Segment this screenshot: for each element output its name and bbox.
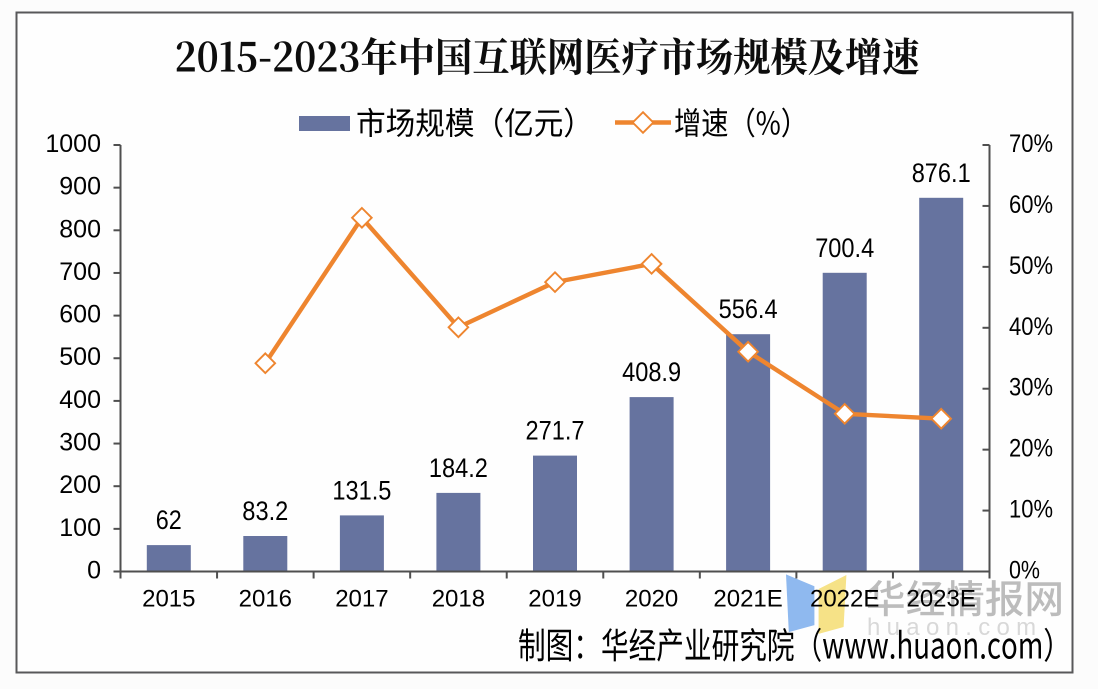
svg-text:20%: 20%	[1009, 435, 1053, 463]
svg-text:83.2: 83.2	[242, 496, 288, 526]
svg-text:2016: 2016	[239, 586, 292, 613]
svg-text:500: 500	[59, 343, 101, 371]
svg-text:800: 800	[59, 215, 101, 243]
svg-text:70%: 70%	[1009, 130, 1053, 158]
svg-text:131.5: 131.5	[332, 475, 391, 505]
svg-text:700: 700	[59, 258, 101, 286]
svg-text:900: 900	[59, 173, 101, 201]
svg-text:556.4: 556.4	[719, 294, 778, 324]
svg-text:62: 62	[156, 505, 182, 535]
svg-text:600: 600	[59, 301, 101, 329]
svg-text:0%: 0%	[1009, 557, 1040, 585]
svg-text:2018: 2018	[432, 586, 485, 613]
svg-text:200: 200	[59, 471, 101, 499]
svg-text:50%: 50%	[1009, 252, 1053, 280]
svg-text:408.9: 408.9	[622, 357, 681, 387]
svg-text:30%: 30%	[1009, 374, 1053, 402]
svg-text:300: 300	[59, 429, 101, 457]
svg-text:2023E: 2023E	[906, 586, 975, 613]
svg-text:40%: 40%	[1009, 313, 1053, 341]
svg-text:2019: 2019	[528, 586, 581, 613]
svg-text:400: 400	[59, 386, 101, 414]
svg-text:10%: 10%	[1009, 496, 1053, 524]
svg-text:60%: 60%	[1009, 191, 1053, 219]
svg-text:100: 100	[59, 514, 101, 542]
svg-text:876.1: 876.1	[912, 158, 971, 188]
svg-text:2021E: 2021E	[713, 586, 782, 613]
svg-text:2022E: 2022E	[810, 586, 879, 613]
svg-text:271.7: 271.7	[526, 416, 585, 446]
svg-text:2020: 2020	[625, 586, 678, 613]
svg-text:2015: 2015	[142, 586, 195, 613]
svg-text:0: 0	[87, 557, 101, 585]
svg-text:184.2: 184.2	[429, 453, 488, 483]
svg-text:2017: 2017	[335, 586, 388, 613]
svg-text:huaon.com: huaon.com	[867, 614, 1042, 641]
svg-text:700.4: 700.4	[815, 233, 874, 263]
svg-text:1000: 1000	[45, 130, 101, 158]
